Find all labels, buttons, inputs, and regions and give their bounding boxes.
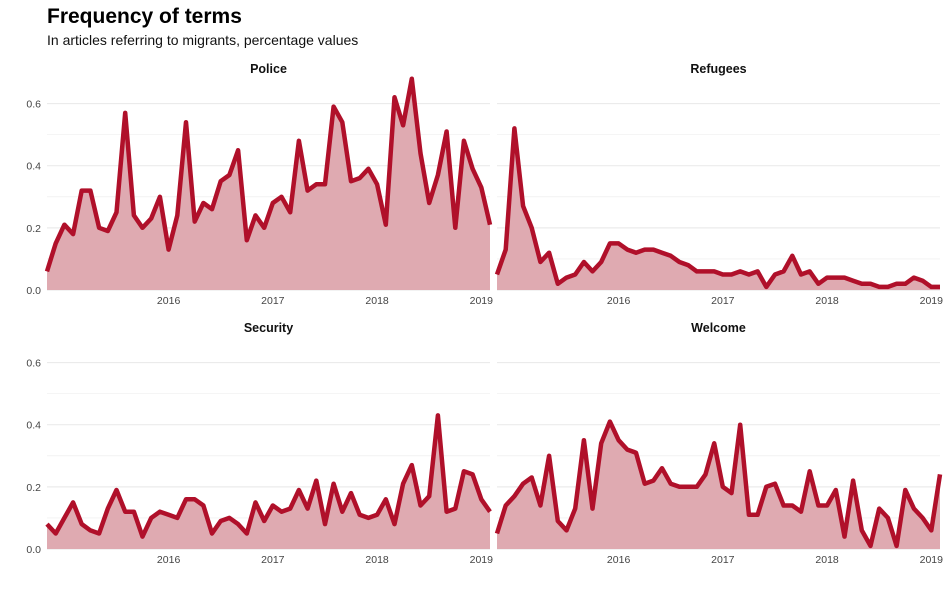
- police-x-tick-label: 2017: [261, 295, 285, 307]
- chart-subtitle: In articles referring to migrants, perce…: [47, 32, 359, 48]
- welcome-x-tick-label: 2018: [815, 554, 839, 566]
- police-facet-label: Police: [250, 62, 287, 76]
- police-y-tick-label: 0.4: [26, 161, 41, 173]
- refugees-x-tick-label: 2016: [607, 295, 631, 307]
- welcome-series-line: [494, 419, 943, 549]
- police-x-tick-label: 2016: [157, 295, 181, 307]
- welcome-facet-label: Welcome: [691, 321, 746, 335]
- security-x-tick-label: 2017: [261, 554, 285, 566]
- security-y-tick-label: 0.4: [26, 420, 41, 432]
- security-x-tick-label: 2016: [157, 554, 181, 566]
- chart-title: Frequency of terms: [47, 5, 242, 28]
- welcome-x-tick-label: 2016: [607, 554, 631, 566]
- refugees-facet-label: Refugees: [690, 62, 746, 76]
- police-series-line: [44, 76, 493, 273]
- refugees-x-tick-label: 2018: [815, 295, 839, 307]
- police-x-tick-label: 2018: [365, 295, 389, 307]
- police-area: [47, 78, 490, 290]
- police-y-tick-label: 0.2: [26, 223, 41, 235]
- refugees-series-line: [494, 126, 940, 290]
- police-y-tick-label: 0.6: [26, 99, 41, 111]
- welcome-x-tick-label: 2017: [711, 554, 735, 566]
- security-y-tick-label: 0.2: [26, 482, 41, 494]
- security-y-tick-label: 0.0: [26, 544, 41, 556]
- police-y-tick-label: 0.0: [26, 285, 41, 297]
- security-x-tick-label: 2018: [365, 554, 389, 566]
- security-series-line: [45, 413, 492, 539]
- refugees-area: [497, 128, 940, 290]
- security-y-tick-label: 0.6: [26, 358, 41, 370]
- security-area: [47, 415, 490, 549]
- security-facet-label: Security: [244, 321, 293, 335]
- welcome-area: [497, 421, 940, 549]
- police-x-tick-label: 2019: [470, 295, 494, 307]
- refugees-x-tick-label: 2019: [920, 295, 944, 307]
- refugees-x-tick-label: 2017: [711, 295, 735, 307]
- security-x-tick-label: 2019: [470, 554, 494, 566]
- welcome-x-tick-label: 2019: [920, 554, 944, 566]
